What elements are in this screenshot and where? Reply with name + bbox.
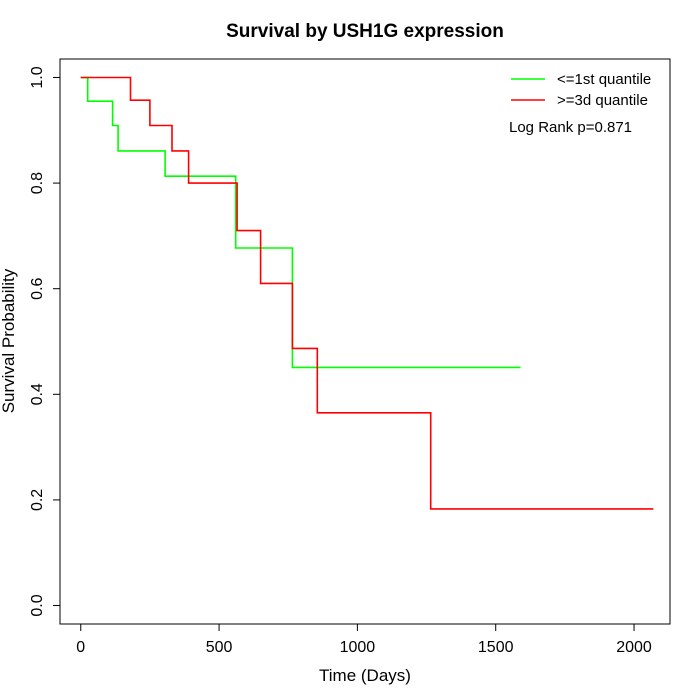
legend: <=1st quantile >=3d quantile (511, 71, 651, 109)
series-line-1 (80, 76, 521, 369)
y-axis: 0.0 0.2 0.4 0.6 0.8 1.0 (29, 66, 61, 617)
y-tick-label: 1.0 (29, 66, 46, 88)
legend-label: <=1st quantile (557, 71, 651, 88)
y-tick-label: 0.4 (29, 383, 46, 405)
series-line-2 (80, 76, 654, 510)
x-tick-label: 0 (76, 639, 85, 656)
chart-title: Survival by USH1G expression (226, 21, 504, 42)
y-tick-label: 0.8 (29, 172, 46, 194)
x-axis: 0 500 1000 1500 2000 (76, 623, 652, 656)
x-axis-label: Time (Days) (319, 666, 411, 685)
y-axis-label: Survival Probability (0, 268, 18, 413)
plot-frame (59, 58, 671, 625)
series-layer (80, 76, 654, 510)
y-tick-label: 0.2 (29, 489, 46, 511)
x-tick-label: 500 (206, 639, 233, 656)
x-tick-label: 2000 (616, 639, 652, 656)
y-tick-label: 0.0 (29, 594, 46, 616)
y-tick-label: 0.6 (29, 277, 46, 299)
x-tick-label: 1500 (478, 639, 514, 656)
log-rank-annotation: Log Rank p=0.871 (509, 119, 632, 136)
legend-label: >=3d quantile (557, 92, 648, 109)
x-tick-label: 1000 (340, 639, 376, 656)
